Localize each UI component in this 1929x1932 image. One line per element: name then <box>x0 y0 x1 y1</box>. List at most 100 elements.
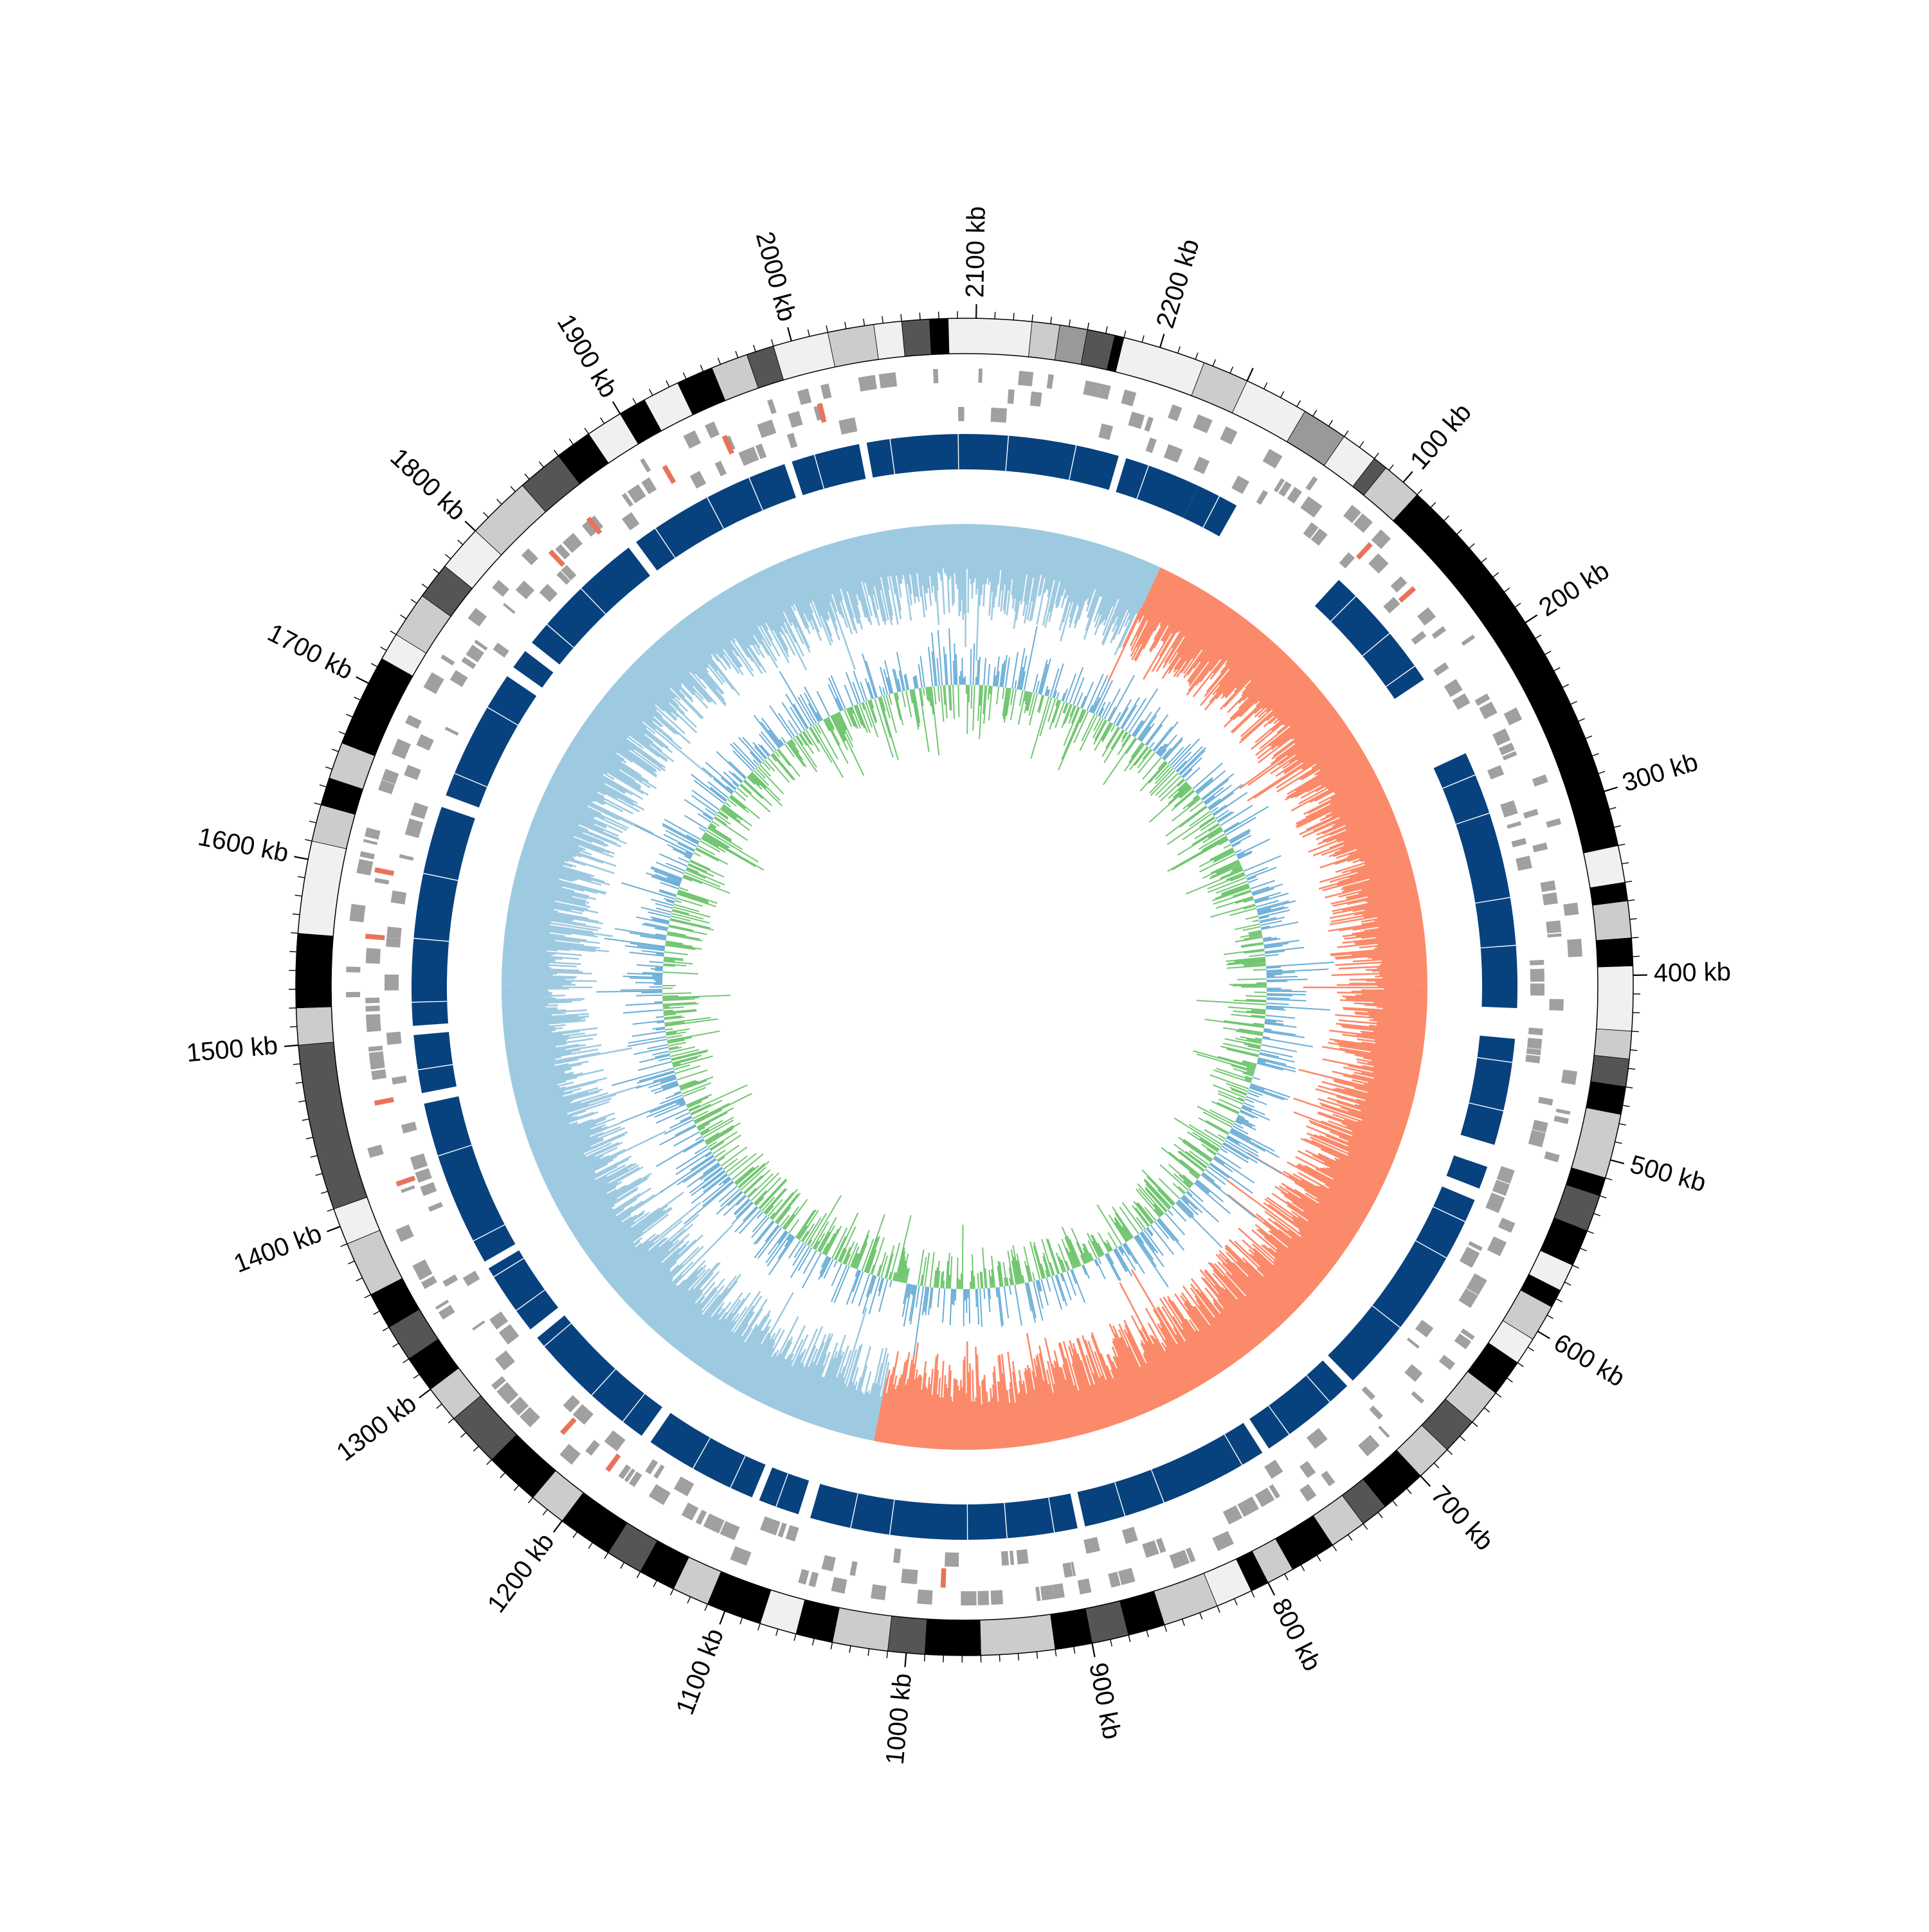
minor-tick <box>348 1261 354 1264</box>
gene-feature <box>1460 1247 1480 1268</box>
gene-feature-highlight <box>365 934 385 940</box>
minor-tick <box>573 1532 577 1538</box>
major-tick <box>284 1045 298 1047</box>
minor-tick <box>1625 881 1632 883</box>
gene-feature <box>738 447 759 466</box>
minor-tick <box>1417 489 1422 494</box>
gene-feature <box>1530 984 1544 996</box>
minor-tick <box>1586 736 1592 739</box>
gene-feature <box>1170 1550 1190 1569</box>
gene-feature <box>786 1525 799 1541</box>
minor-tick <box>705 1604 707 1611</box>
minor-tick <box>371 664 377 667</box>
minor-tick <box>514 1485 518 1490</box>
scale-label: 1600 kb <box>195 822 291 867</box>
minor-tick <box>327 1209 334 1211</box>
gene-feature <box>1492 728 1510 746</box>
minor-tick <box>365 1295 371 1298</box>
gene-feature <box>1525 1054 1540 1063</box>
minor-tick <box>1444 516 1449 521</box>
minor-tick <box>403 1359 409 1363</box>
gene-feature <box>420 1182 437 1196</box>
ideogram-band <box>1393 494 1618 853</box>
gc-skew-track <box>502 524 1427 1450</box>
gene-feature <box>499 1324 520 1344</box>
syntenic-block <box>513 651 553 688</box>
gene-feature <box>585 1440 600 1456</box>
gene-feature <box>645 1459 658 1475</box>
gene-feature <box>472 1321 485 1331</box>
minor-tick <box>826 325 828 332</box>
gene-feature <box>395 1224 413 1241</box>
gene-feature <box>1307 1428 1328 1449</box>
gene-feature <box>1118 1567 1136 1585</box>
minor-tick <box>422 584 428 588</box>
minor-tick <box>1434 1463 1439 1468</box>
gene-feature <box>604 1431 626 1452</box>
minor-tick <box>849 1646 851 1653</box>
gene-feature <box>1530 960 1544 966</box>
syntenic-block <box>1116 458 1198 518</box>
gene-feature <box>1040 1585 1054 1600</box>
ideogram-band <box>1597 966 1633 1031</box>
gene-feature <box>1546 921 1561 934</box>
minor-tick <box>401 615 406 618</box>
minor-tick <box>1146 1630 1148 1638</box>
gene-feature <box>1145 417 1154 431</box>
ideogram-band <box>1584 845 1625 888</box>
gene-feature <box>1098 424 1113 440</box>
minor-tick <box>1018 1654 1019 1661</box>
gene-feature <box>1305 476 1318 491</box>
gene-feature <box>374 878 389 884</box>
gene-feature <box>1231 476 1249 494</box>
gene-feature <box>1369 1405 1383 1420</box>
minor-tick <box>569 439 573 445</box>
syntenic-block <box>537 1315 662 1436</box>
minor-tick <box>316 1173 323 1175</box>
gene-feature <box>356 859 373 876</box>
minor-tick <box>1363 1524 1368 1530</box>
gene-feature <box>809 1572 819 1587</box>
gene-feature <box>1549 999 1564 1011</box>
ideogram-band <box>832 1608 891 1652</box>
gene-feature <box>346 966 360 972</box>
minor-tick <box>293 1064 300 1065</box>
gene-feature-highlight <box>374 867 394 876</box>
gene-feature-highlight <box>1399 586 1417 603</box>
minor-tick <box>302 1119 309 1121</box>
scale-label: 500 kb <box>1627 1150 1708 1198</box>
gene-feature <box>360 851 375 860</box>
gene-feature <box>440 655 455 665</box>
gene-feature <box>1078 1578 1092 1594</box>
scale-ticks <box>284 304 1647 1667</box>
gene-feature <box>495 1350 515 1370</box>
major-tick <box>613 402 620 414</box>
gene-feature <box>991 1590 1003 1605</box>
gene-feature <box>1008 390 1015 404</box>
gene-feature <box>366 1014 381 1032</box>
minor-tick <box>413 1374 419 1378</box>
gene-feature-highlight <box>662 465 676 484</box>
minor-tick <box>393 1343 399 1347</box>
gene-feature <box>401 1122 417 1133</box>
gene-feature <box>690 471 706 489</box>
gene-feature <box>640 458 651 473</box>
gene-feature <box>350 904 366 923</box>
major-tick <box>1403 471 1412 482</box>
scale-label: 300 kb <box>1619 748 1701 797</box>
minor-tick <box>1106 327 1107 334</box>
major-tick <box>1247 368 1253 381</box>
ideogram-band <box>980 1614 1055 1656</box>
scale-label: 1000 kb <box>881 1672 917 1766</box>
gene-feature <box>961 1591 976 1605</box>
minor-tick <box>320 785 326 787</box>
gene-feature <box>1504 707 1523 725</box>
scale-label: 2000 kb <box>750 229 801 325</box>
gene-feature <box>463 1271 480 1286</box>
gene-feature <box>1083 381 1100 397</box>
gene-feature <box>1479 701 1498 719</box>
minor-tick <box>1230 366 1233 373</box>
minor-tick <box>1562 684 1569 687</box>
major-tick <box>1420 1476 1430 1486</box>
minor-tick <box>339 732 345 734</box>
